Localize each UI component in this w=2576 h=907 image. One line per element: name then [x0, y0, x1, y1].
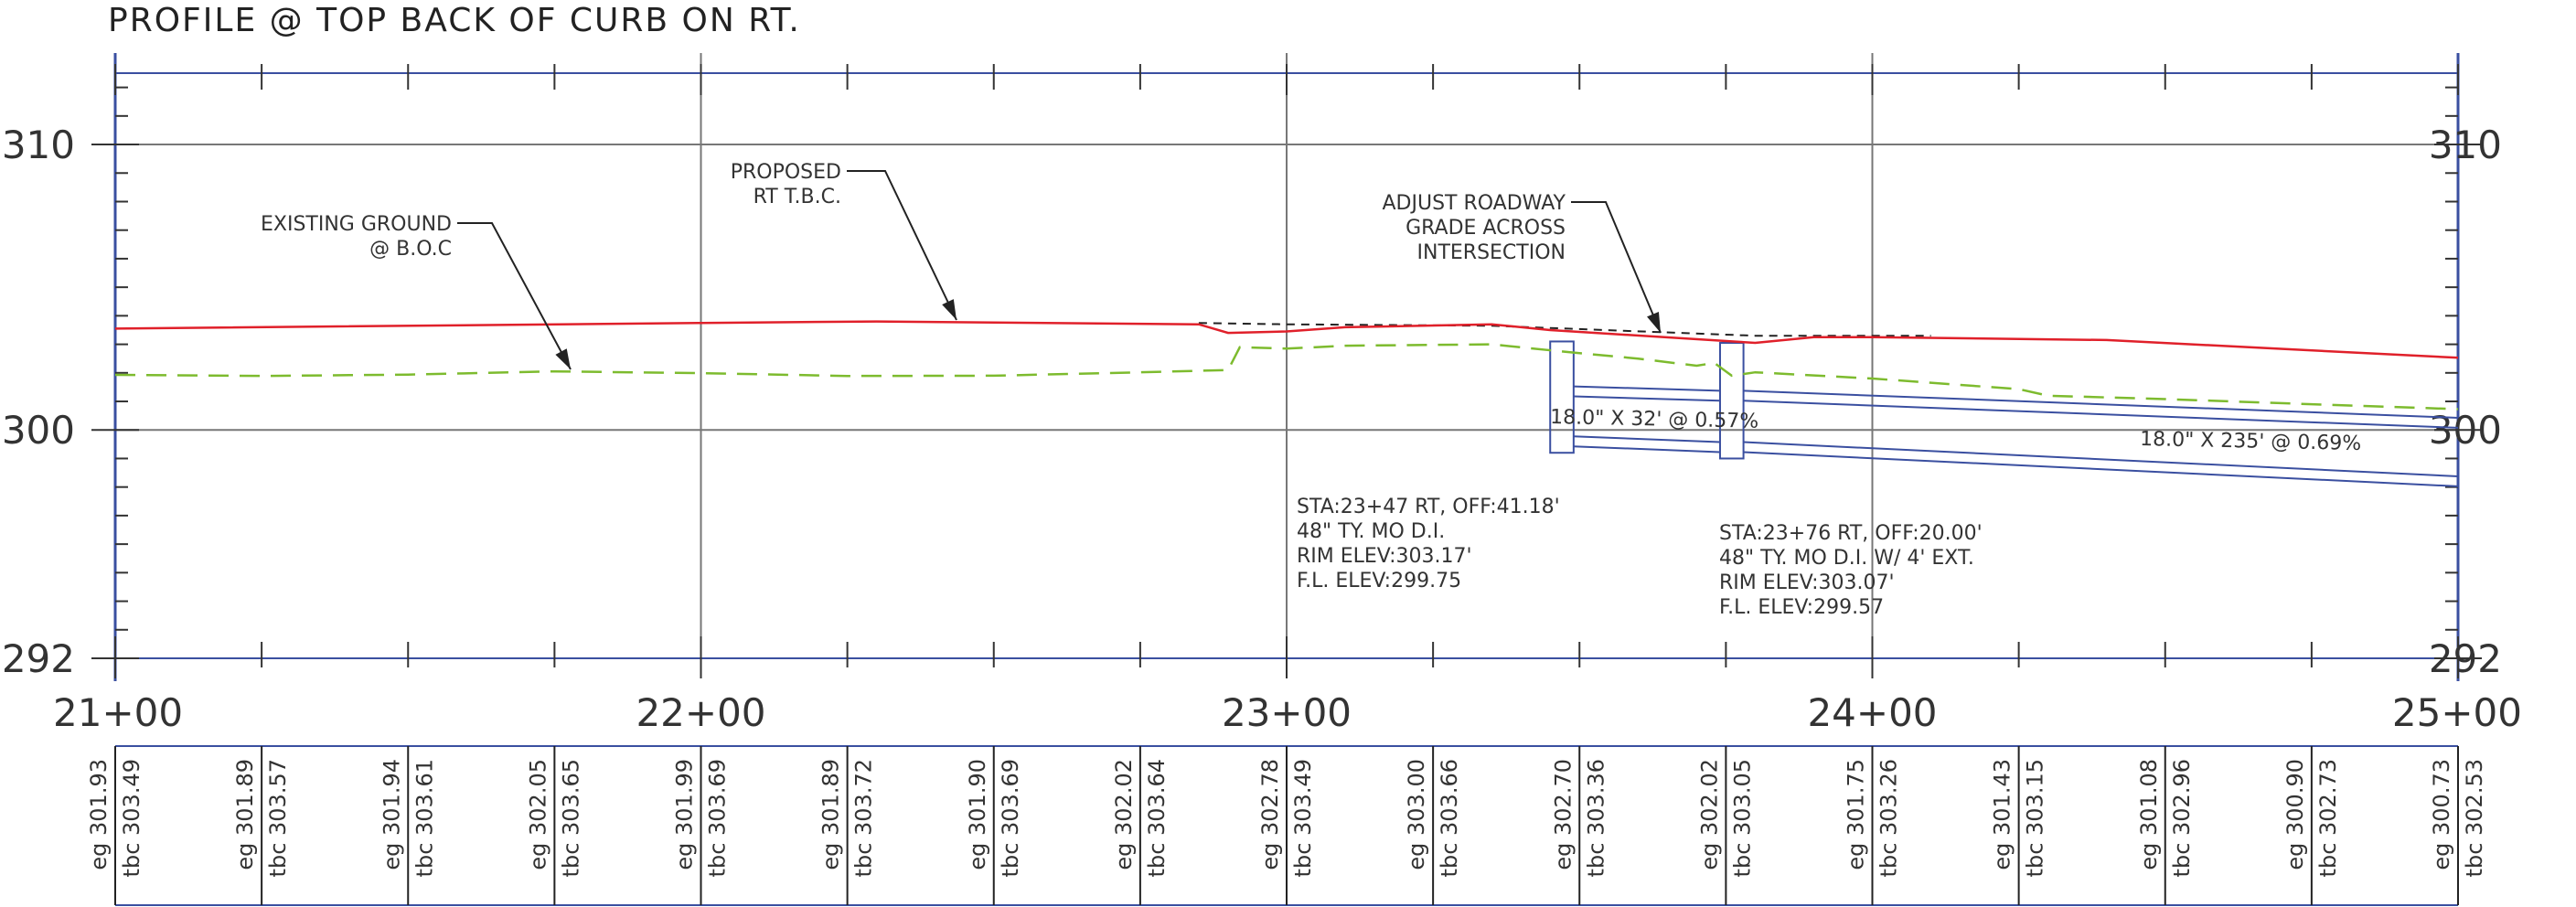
table-eg-value: eg 302.05 [525, 759, 550, 870]
leader-arrowhead [555, 348, 571, 369]
leader-arrowhead [942, 299, 957, 320]
table-tbc-value: tbc 303.36 [1583, 759, 1609, 877]
pipe-wall [1573, 435, 1721, 443]
existing-ground-note: EXISTING GROUND [261, 213, 452, 236]
structure-2-note: 48" TY. MO D.I. W/ 4' EXT. [1719, 547, 1974, 570]
structure-1-note: STA:23+47 RT, OFF:41.18' [1297, 496, 1560, 518]
elev-label-right: 310 [2429, 123, 2502, 167]
drainage-structure [1718, 342, 1745, 460]
proposed-note: RT T.B.C. [754, 186, 841, 208]
structure-2-note: F.L. ELEV:299.57 [1719, 596, 1884, 619]
adjust-grade-note: GRADE ACROSS [1406, 217, 1566, 240]
table-tbc-value: tbc 303.26 [1876, 759, 1902, 877]
table-tbc-value: tbc 302.96 [2169, 759, 2195, 877]
proposed-note: PROPOSED [731, 161, 841, 184]
table-eg-value: eg 301.08 [2136, 759, 2162, 870]
table-eg-value: eg 301.90 [965, 759, 990, 870]
table-eg-value: eg 301.89 [232, 759, 258, 870]
page-title: PROFILE @ TOP BACK OF CURB ON RT. [108, 2, 801, 39]
table-tbc-value: tbc 303.15 [2023, 759, 2048, 877]
leader-line [457, 222, 572, 370]
table-tbc-value: tbc 303.66 [1437, 759, 1462, 877]
pipe-label: 18.0" X 235' @ 0.69% [2140, 428, 2362, 455]
axis-labels: 292 292 300 300 310 310 21+00 22+00 23+00 24+00 25… [2, 123, 2522, 735]
table-eg-value: eg 301.94 [379, 759, 404, 870]
structure-2-note: STA:23+76 RT, OFF:20.00' [1719, 522, 1983, 545]
elev-label-left: 310 [2, 123, 75, 167]
profile-frame [91, 53, 2482, 681]
pipe-wall [1743, 400, 2459, 429]
proposed-profile-line [114, 320, 2459, 359]
pipe-wall [1573, 395, 1720, 402]
existing-profile-line [114, 343, 2459, 411]
table-tbc-value: tbc 303.61 [412, 759, 437, 877]
station-label: 22+00 [636, 690, 765, 735]
structure-1-note: 48" TY. MO D.I. [1297, 520, 1445, 543]
profile-lines [114, 320, 2459, 411]
station-label: 21+00 [53, 690, 183, 735]
leader-line [1571, 201, 1662, 334]
table-eg-value: eg 302.02 [1111, 759, 1137, 870]
table-tbc-value: tbc 303.72 [851, 759, 877, 877]
leader-line [847, 170, 957, 321]
table-tbc-value: tbc 303.69 [705, 759, 731, 877]
table-tbc-value: tbc 303.57 [265, 759, 291, 877]
table-eg-value: eg 302.02 [1696, 759, 1722, 870]
table-eg-value: eg 300.73 [2429, 759, 2454, 870]
table-tbc-value: tbc 302.53 [2462, 759, 2487, 877]
pipe-wall [1573, 445, 1721, 454]
drainage-structure [1549, 340, 1575, 454]
grid-lines [115, 53, 2458, 658]
structure-2-note: RIM ELEV:303.07' [1719, 571, 1895, 594]
table-tbc-value: tbc 303.64 [1144, 759, 1170, 877]
table-tbc-value: tbc 303.49 [119, 759, 144, 877]
table-eg-value: eg 300.90 [2282, 759, 2308, 870]
leader-arrowhead [1647, 312, 1661, 333]
table-eg-value: eg 301.75 [1844, 759, 1869, 870]
table-tbc-value: tbc 303.49 [1290, 759, 1316, 877]
table-tbc-value: tbc 303.65 [558, 759, 583, 877]
table-eg-value: eg 303.00 [1404, 759, 1429, 870]
pipe-wall [1743, 451, 2459, 487]
adjust-grade-note: ADJUST ROADWAY [1382, 192, 1566, 215]
pipe-label: 18.0" X 32' @ 0.57% [1550, 406, 1759, 433]
existing-ground-note: @ B.O.C [369, 238, 452, 261]
adjusted-grade-line [1198, 322, 1931, 337]
table-eg-value: eg 301.43 [1990, 759, 2015, 870]
elev-label-right: 292 [2429, 636, 2502, 681]
structure-1-note: RIM ELEV:303.17' [1297, 545, 1472, 568]
table-tbc-value: tbc 303.69 [998, 759, 1023, 877]
pipe-wall [1743, 441, 2459, 477]
table-eg-value: eg 301.89 [818, 759, 844, 870]
pipe-wall [1573, 385, 1720, 392]
table-eg-value: eg 302.78 [1257, 759, 1283, 870]
station-label: 25+00 [2392, 690, 2522, 735]
station-label: 24+00 [1807, 690, 1937, 735]
pipe-wall [1743, 389, 2459, 419]
elev-label-left: 300 [2, 408, 75, 453]
table-eg-value: eg 301.99 [672, 759, 698, 870]
station-label: 23+00 [1222, 690, 1352, 735]
elev-label-right: 300 [2429, 408, 2502, 453]
elev-label-left: 292 [2, 636, 75, 681]
drainage-structures [1549, 340, 2459, 487]
structure-1-note: F.L. ELEV:299.75 [1297, 570, 1461, 592]
table-eg-value: eg 301.93 [86, 759, 112, 870]
table-eg-value: eg 302.70 [1550, 759, 1576, 870]
table-tbc-value: tbc 303.05 [1729, 759, 1755, 877]
table-tbc-value: tbc 302.73 [2315, 759, 2341, 877]
station-table: eg 301.93 tbc 303.49 eg 301.89 tbc 303.57 eg… [86, 745, 2487, 906]
adjust-grade-note: INTERSECTION [1417, 241, 1566, 264]
